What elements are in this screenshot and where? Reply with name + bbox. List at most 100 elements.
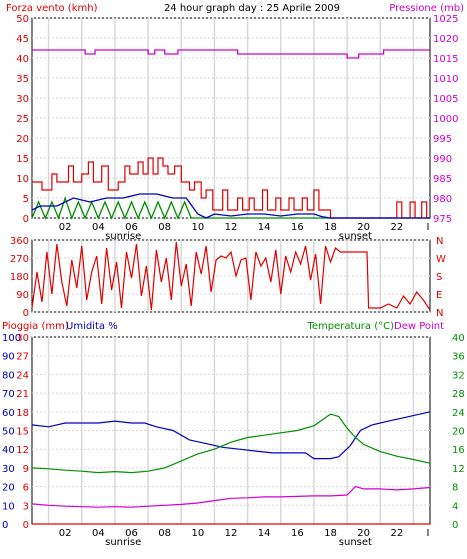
humidity-tick-label: 60	[2, 408, 15, 419]
temperature-tick-label: 12	[452, 464, 465, 475]
wind-x-tick-label: 16	[291, 222, 304, 233]
temp-humidity-plot-frame	[31, 336, 431, 525]
wind-tick-label: 10	[16, 174, 29, 185]
rain-tick-label: 3	[23, 501, 29, 512]
pressure-tick-label: 1020	[433, 34, 458, 45]
wind-x-tick-label: 14	[258, 222, 271, 233]
humidity-tick-label: 80	[2, 370, 15, 381]
wind-tick-label: 40	[16, 54, 29, 65]
humidity-tick-label: 90	[2, 352, 15, 363]
wind-tick-label: 35	[16, 74, 29, 85]
pressure-tick-label: 975	[433, 214, 452, 225]
temp-x-tick-label: 22	[390, 528, 403, 539]
pressure-tick-label: 1025	[433, 14, 458, 25]
temp-x-tick-label: 08	[158, 528, 171, 539]
humidity-series	[31, 411, 431, 460]
temp-x-tick-label: 20	[357, 528, 370, 539]
wind-tick-label: 0	[23, 214, 29, 225]
rain-tick-label: 18	[16, 408, 29, 419]
temperature-tick-label: 24	[452, 408, 465, 419]
wind-tick-label: 50	[16, 14, 29, 25]
temperature-tick-label: 16	[452, 445, 465, 456]
pressure-tick-label: 985	[433, 174, 452, 185]
rain-tick-label: 21	[16, 389, 29, 400]
direction-tick-label: 360	[10, 236, 29, 247]
wind-x-tick-label: 08	[158, 222, 171, 233]
temp-x-tick-label: 06	[125, 528, 138, 539]
humidity-tick-label: 10	[2, 501, 15, 512]
wind-tick-label: 15	[16, 154, 29, 165]
rain-axis-label: Pioggia (mm)	[2, 321, 69, 332]
temp-x-tick-label: 10	[191, 528, 204, 539]
temp-x-tick-label: 14	[258, 528, 271, 539]
compass-label: W	[436, 254, 446, 265]
wind-sunrise-label: sunrise	[105, 231, 141, 242]
wind-sunset-label: sunset	[339, 231, 372, 242]
wind-tick-label: 45	[16, 34, 29, 45]
humidity-tick-label: 40	[2, 445, 15, 456]
wind-x-tick-label: 20	[357, 222, 370, 233]
pressure-tick-label: 990	[433, 154, 452, 165]
temperature-tick-label: 8	[452, 483, 458, 494]
wind-x-tick-label: 04	[92, 222, 105, 233]
temperature-series	[31, 413, 431, 474]
wind-x-tick-label: 10	[191, 222, 204, 233]
wind-x-tick-label: 06	[125, 222, 138, 233]
temp-x-tick-label: 02	[59, 528, 72, 539]
direction-tick-label: 0	[23, 308, 29, 319]
rain-tick-label: 12	[16, 445, 29, 456]
compass-label: E	[436, 290, 442, 301]
direction-tick-label: 90	[16, 290, 29, 301]
rain-tick-label: 27	[16, 352, 29, 363]
dew-point-series	[31, 485, 431, 508]
rain-tick-label: 6	[23, 483, 29, 494]
temperature-tick-label: 20	[452, 427, 465, 438]
temp-x-tick-label: I	[427, 528, 430, 539]
rain-tick-label: 0	[23, 520, 29, 531]
compass-label: N	[436, 308, 443, 319]
wind-tick-label: 25	[16, 114, 29, 125]
direction-plot-frame	[31, 239, 431, 313]
wind-axis-label: Forza vento (kmh)	[6, 3, 98, 14]
temperature-tick-label: 40	[452, 333, 465, 344]
temperature-tick-label: 28	[452, 389, 465, 400]
humidity-tick-label: 30	[2, 464, 15, 475]
pressure-tick-label: 1010	[433, 74, 458, 85]
temp-sunrise-label: sunrise	[105, 537, 141, 548]
rain-tick-label: 15	[16, 427, 29, 438]
wind-x-tick-label: 02	[59, 222, 72, 233]
direction-tick-label: 270	[10, 254, 29, 265]
wind-x-tick-label: 18	[324, 222, 337, 233]
temp-x-tick-label: 04	[92, 528, 105, 539]
wind-average-series	[31, 193, 430, 219]
wind-tick-label: 5	[23, 194, 29, 205]
direction-tick-label: 180	[10, 272, 29, 283]
rain-tick-label: 9	[23, 464, 29, 475]
humidity-tick-label: 70	[2, 389, 15, 400]
temperature-axis-label: Temperatura (°C)	[306, 321, 394, 332]
temperature-tick-label: 32	[452, 370, 465, 381]
humidity-tick-label: 20	[2, 483, 15, 494]
temp-x-tick-label: 16	[291, 528, 304, 539]
compass-label: N	[436, 236, 443, 247]
humidity-tick-label: 0	[2, 520, 8, 531]
pressure-axis-label: Pressione (mb)	[389, 3, 464, 14]
pressure-tick-label: 1000	[433, 114, 458, 125]
wind-pressure-plot-frame	[31, 17, 431, 219]
temp-x-tick-label: 12	[225, 528, 238, 539]
temperature-tick-label: 36	[452, 352, 465, 363]
wind-x-tick-label: 12	[225, 222, 238, 233]
humidity-axis-label: Umidita %	[66, 321, 118, 332]
pressure-tick-label: 995	[433, 134, 452, 145]
pressure-tick-label: 980	[433, 194, 452, 205]
rain-tick-label: 30	[16, 333, 29, 344]
dewpoint-axis-label: Dew Point	[394, 321, 444, 332]
temp-x-tick-label: 18	[324, 528, 337, 539]
humidity-tick-label: 100	[2, 333, 21, 344]
humidity-tick-label: 50	[2, 427, 15, 438]
pressure-tick-label: 1015	[433, 54, 458, 65]
wind-tick-label: 20	[16, 134, 29, 145]
wind-gust-green-series	[31, 195, 430, 220]
